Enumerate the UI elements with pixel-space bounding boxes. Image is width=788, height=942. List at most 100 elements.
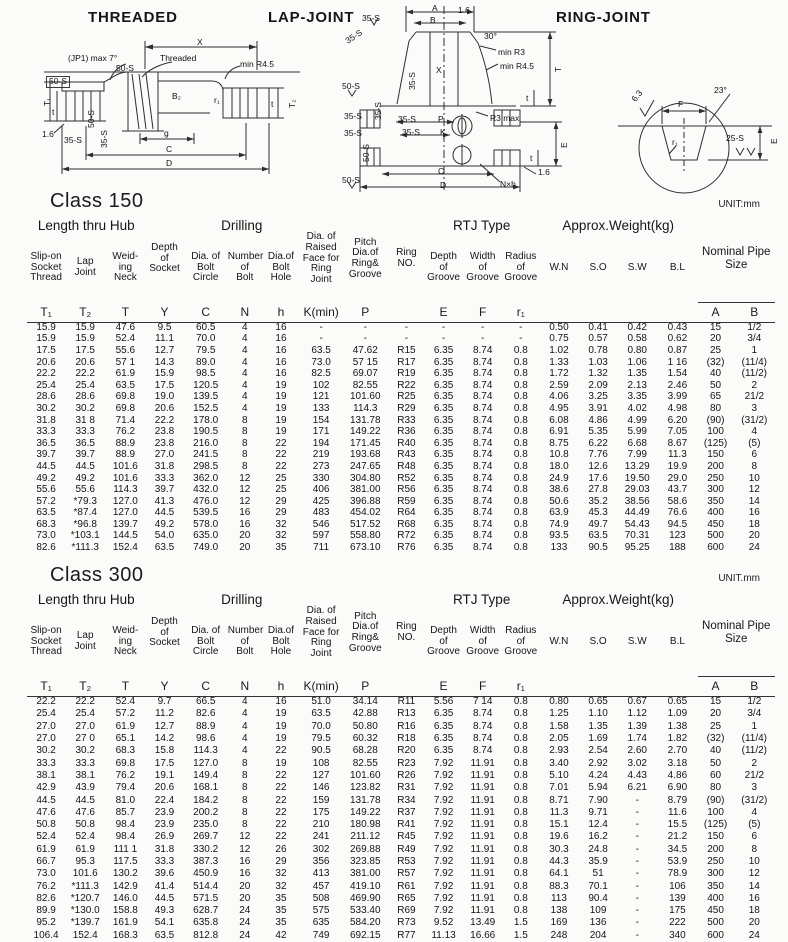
cell: 6.35 xyxy=(433,507,454,519)
cell: 63.5 xyxy=(154,929,175,941)
cell: 20 xyxy=(710,708,722,720)
cell: 7.92 xyxy=(433,819,454,831)
cell: 11.91 xyxy=(470,806,495,818)
cell: 8 xyxy=(751,843,758,855)
cell: 25 xyxy=(275,484,287,496)
col-header-slip-on: Slip-on Socket Thread xyxy=(30,624,62,658)
cell: 15.9 xyxy=(75,322,95,334)
symbol-n: N xyxy=(227,676,262,697)
diagram-label: r₁ xyxy=(672,137,678,147)
cell: *120.7 xyxy=(70,892,100,904)
cell: 31.8 xyxy=(154,460,175,472)
cell: 4.98 xyxy=(667,402,688,414)
cell: 21.2 xyxy=(667,831,688,843)
cell: 11.91 xyxy=(470,757,495,769)
cell: 8.74 xyxy=(472,708,493,720)
cell: 4.95 xyxy=(549,402,569,414)
cell: R22 xyxy=(397,379,416,391)
cell: 6.22 xyxy=(588,437,608,449)
cell: 18.0 xyxy=(549,460,569,472)
cell: 356 xyxy=(312,856,330,867)
cell: 74.9 xyxy=(549,518,569,530)
cell: R69 xyxy=(397,905,416,917)
col-header-so: S.O xyxy=(589,635,607,647)
cell: 273 xyxy=(312,460,330,472)
cell: 6.35 xyxy=(433,344,454,356)
cell: 340 xyxy=(669,929,686,941)
cell: 1/2 xyxy=(747,696,762,708)
cell: 12.7 xyxy=(154,344,175,356)
cell: 1.54 xyxy=(667,368,688,380)
cell: 11.91 xyxy=(470,794,495,806)
cell: 6.20 xyxy=(667,414,688,426)
cell: 0.8 xyxy=(513,507,528,519)
cell: 70.0 xyxy=(195,333,216,345)
cell: 94.5 xyxy=(667,518,688,530)
cell: 29.03 xyxy=(624,484,650,496)
cell: (5) xyxy=(748,819,761,831)
cell: 0.57 xyxy=(588,333,608,345)
table-row: 73.0 *103.1 144.5 54.0 635.0 20 32 597 558.80 R72… xyxy=(27,531,775,543)
cell: 16 xyxy=(275,322,287,334)
diagram-label: min R3 xyxy=(498,47,525,57)
cell: 0.8 xyxy=(513,495,528,507)
cell: 175 xyxy=(312,806,330,818)
col-header-welding-neck: Weid- ing Neck xyxy=(112,624,139,658)
cell: 6.35 xyxy=(433,733,454,745)
cell: 1.72 xyxy=(549,368,569,380)
group-header-row: Length thru Hub Depth of Socket Drilling… xyxy=(27,216,775,285)
cell: 71.4 xyxy=(115,414,136,426)
cell: 8 xyxy=(242,449,248,461)
cell: 204 xyxy=(589,929,607,941)
cell: 35 xyxy=(275,892,287,904)
diagram-label: C xyxy=(438,166,445,176)
cell: 635.0 xyxy=(193,530,219,542)
cell: 400 xyxy=(707,507,724,519)
cell: 11.2 xyxy=(155,708,174,720)
cell: 23.8 xyxy=(154,426,175,438)
table-row: 49.2 49.2 101.6 33.3 362.0 12 25 330 304.80 R52 6.… xyxy=(27,473,775,485)
table-row: 15.9 15.9 52.4 11.1 70.0 4 16 - - - - - - 0.75 0.57 0.5… xyxy=(27,334,775,346)
diagram-label: 50-S xyxy=(46,76,70,88)
cell: 15.9 xyxy=(75,333,95,345)
cell: 8.74 xyxy=(472,391,493,403)
cell: 63.5 xyxy=(115,379,136,391)
cell: 18 xyxy=(748,518,760,530)
cell: 69.8 xyxy=(115,402,136,414)
cell: 70.1 xyxy=(588,880,608,892)
cell: 483 xyxy=(312,507,330,519)
cell: 20 xyxy=(239,530,251,542)
cell: 27.0 xyxy=(36,733,56,745)
cell: 454.02 xyxy=(349,507,381,519)
cell: 635 xyxy=(312,917,330,929)
table-row: 73.0 101.6 130.2 39.6 450.9 16 32 413 381.00 R57 7… xyxy=(27,868,775,880)
cell: 35.9 xyxy=(588,856,608,867)
cell: 8.74 xyxy=(472,356,493,368)
cell: 146 xyxy=(312,782,330,794)
cell: 19 xyxy=(275,402,287,414)
cell: 66.5 xyxy=(195,696,216,708)
class150-unit-label: UNIT:mm xyxy=(718,199,760,210)
cell: 11.91 xyxy=(470,892,495,904)
cell: 50.8 xyxy=(36,819,56,831)
table-row: 17.5 17.5 55.6 12.7 79.5 4 16 63.5 47.62 R15 6.35 8… xyxy=(27,345,775,357)
cell: 12.7 xyxy=(154,720,175,732)
cell: 54.43 xyxy=(624,518,650,530)
cell: 44.5 xyxy=(75,794,95,806)
cell: (31/2) xyxy=(741,794,768,806)
cell: 25.4 xyxy=(75,708,95,720)
cell: 27.0 xyxy=(75,720,95,732)
cell: 178.0 xyxy=(193,414,219,426)
cell: 3 xyxy=(751,782,758,794)
cell: 14.3 xyxy=(154,356,175,368)
cell: 8.74 xyxy=(472,402,493,414)
cell: 8.74 xyxy=(472,733,493,745)
cell: 15.9 xyxy=(36,333,56,345)
cell: 139.7 xyxy=(112,518,138,530)
cell: 0.8 xyxy=(513,905,528,917)
diagram-label: t xyxy=(530,153,533,163)
diagram-label: 50-S xyxy=(361,144,371,162)
cell: 76.2 xyxy=(115,426,136,438)
cell: 149.4 xyxy=(193,769,219,781)
cell: 12 xyxy=(748,484,760,496)
